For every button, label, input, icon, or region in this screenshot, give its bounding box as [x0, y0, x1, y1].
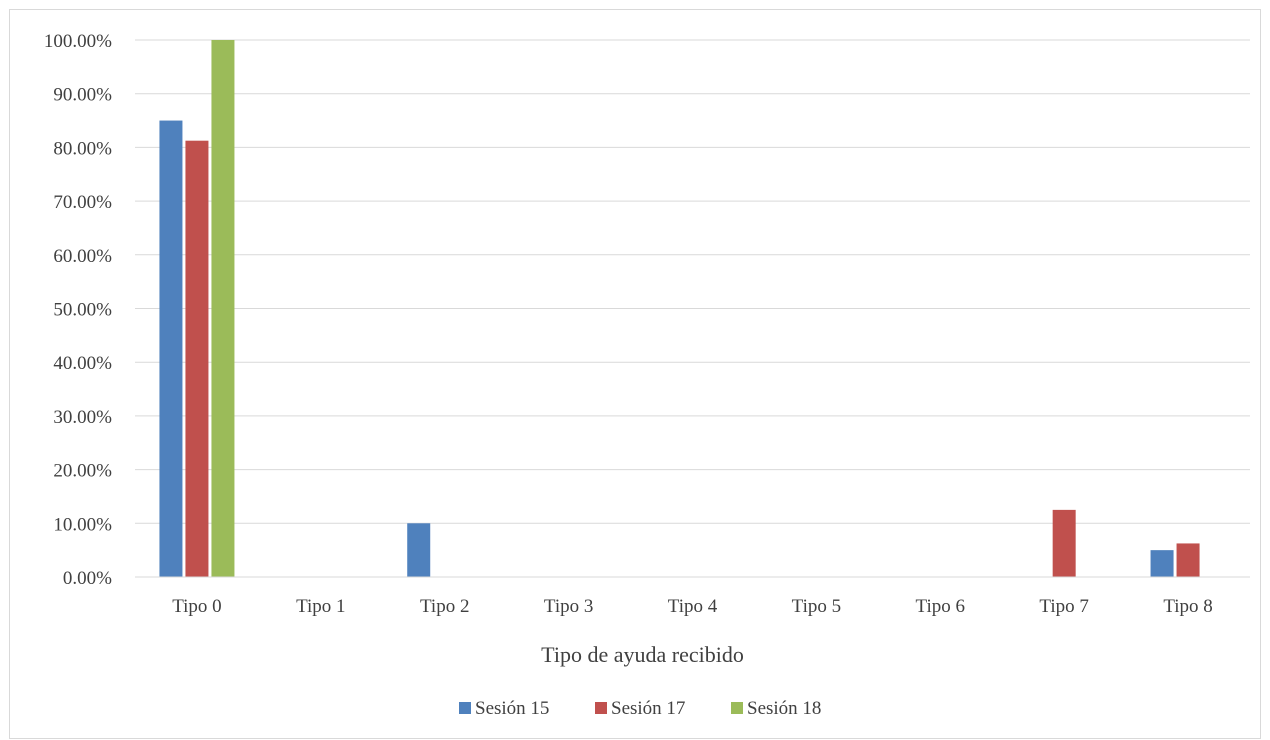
- x-tick-label: Tipo 2: [420, 596, 469, 617]
- bar: [1176, 543, 1200, 577]
- legend: Sesión 15 Sesión 17 Sesión 18: [459, 698, 821, 719]
- legend-label: Sesión 17: [611, 698, 685, 719]
- x-tick-label: Tipo 4: [668, 596, 718, 617]
- bar: [1150, 550, 1174, 577]
- y-tick-label: 60.00%: [53, 246, 112, 267]
- y-tick-label: 50.00%: [53, 300, 112, 321]
- legend-label: Sesión 18: [747, 698, 821, 719]
- legend-swatch: [595, 702, 607, 714]
- y-tick-label: 30.00%: [53, 407, 112, 428]
- bar: [211, 40, 235, 577]
- y-tick-label: 80.00%: [53, 138, 112, 159]
- bar: [159, 120, 183, 578]
- bar: [185, 140, 209, 577]
- y-axis-tick-labels: 0.00% 10.00% 20.00% 30.00% 40.00% 50.00% 60.00…: [44, 31, 112, 589]
- bar: [1052, 509, 1076, 577]
- y-tick-label: 40.00%: [53, 353, 112, 374]
- y-tick-label: 70.00%: [53, 192, 112, 213]
- bar: [407, 523, 431, 577]
- legend-swatch: [731, 702, 743, 714]
- gridlines: [135, 39, 1250, 524]
- x-tick-label: Tipo 1: [296, 596, 345, 617]
- x-axis-tick-labels: Tipo 0 Tipo 1 Tipo 2 Tipo 3 Tipo 4 Tipo 5 Tipo…: [172, 596, 1213, 617]
- y-tick-label: 90.00%: [53, 85, 112, 106]
- legend-label: Sesión 15: [475, 698, 549, 719]
- bars: [159, 40, 1200, 578]
- x-tick-label: Tipo 0: [172, 596, 221, 617]
- y-tick-label: 100.00%: [44, 31, 112, 52]
- y-tick-label: 10.00%: [53, 514, 112, 535]
- legend-swatch: [459, 702, 471, 714]
- x-tick-label: Tipo 6: [916, 596, 965, 617]
- x-tick-label: Tipo 3: [544, 596, 593, 617]
- x-axis-title: Tipo de ayuda recibido: [541, 642, 744, 667]
- y-tick-label: 20.00%: [53, 461, 112, 482]
- x-tick-label: Tipo 7: [1039, 596, 1088, 617]
- y-tick-label: 0.00%: [63, 568, 112, 589]
- x-tick-label: Tipo 5: [792, 596, 841, 617]
- x-tick-label: Tipo 8: [1163, 596, 1212, 617]
